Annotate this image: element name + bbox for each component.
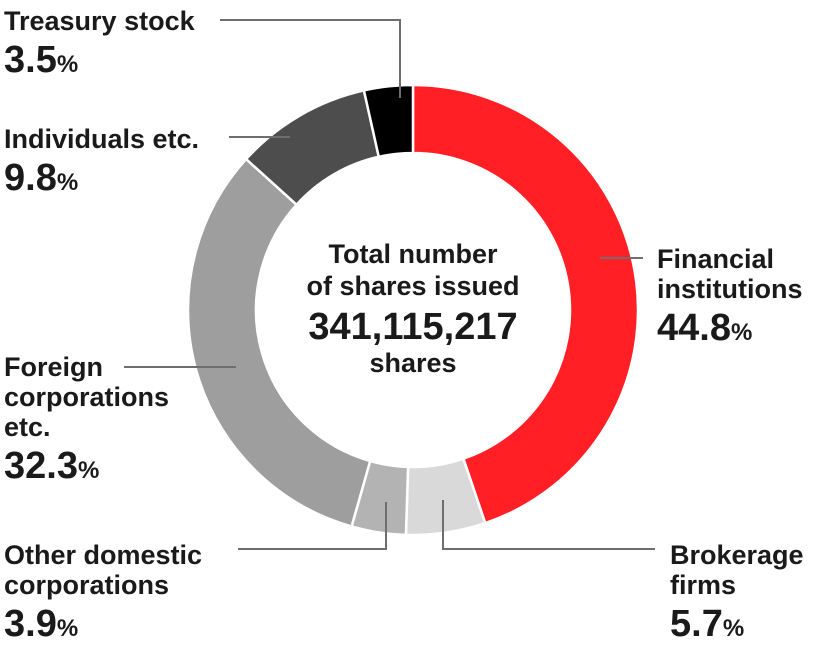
slice-label-value: 44.8% bbox=[657, 307, 753, 349]
label-other-domestic-corporations: Other domestic corporations 3.9% bbox=[4, 540, 202, 651]
chart-center-summary: Total number of shares issued 341,115,21… bbox=[263, 238, 563, 378]
label-individuals: Individuals etc. 9.8% bbox=[4, 124, 199, 205]
label-financial-institutions: Financial institutions 44.8% bbox=[657, 244, 802, 355]
label-brokerage-firms: Brokerage firms 5.7% bbox=[670, 540, 804, 651]
label-foreign-corporations: Foreign corporations etc. 32.3% bbox=[4, 352, 169, 493]
slice-label-value: 32.3% bbox=[4, 445, 100, 487]
slice-treasury-stock bbox=[362, 83, 415, 159]
slice-label-name: Individuals etc. bbox=[4, 124, 200, 154]
slice-label-value: 5.7% bbox=[670, 603, 745, 645]
slice-financial-institutions bbox=[411, 83, 640, 525]
slice-foreign-corporations bbox=[186, 157, 372, 529]
label-treasury-stock: Treasury stock 3.5% bbox=[4, 6, 195, 87]
leader-line-treasury-stock bbox=[220, 19, 401, 98]
slice-label-value: 3.5% bbox=[4, 39, 79, 81]
slice-label-name: Treasury stock bbox=[4, 6, 195, 36]
center-total-value: 341,115,217 bbox=[308, 306, 518, 348]
leader-line-other-domestic-corporations bbox=[238, 502, 387, 550]
center-title: Total number of shares issued bbox=[306, 239, 520, 301]
slice-label-name: Financial institutions bbox=[657, 244, 803, 304]
center-unit: shares bbox=[369, 348, 457, 378]
slice-label-name: Foreign corporations etc. bbox=[4, 352, 170, 442]
slice-label-value: 3.9% bbox=[4, 603, 79, 645]
slice-label-name: Brokerage firms bbox=[670, 540, 804, 600]
leader-line-brokerage-firms bbox=[442, 500, 655, 550]
slice-label-name: Other domestic corporations bbox=[4, 540, 203, 600]
slice-label-value: 9.8% bbox=[4, 157, 79, 199]
